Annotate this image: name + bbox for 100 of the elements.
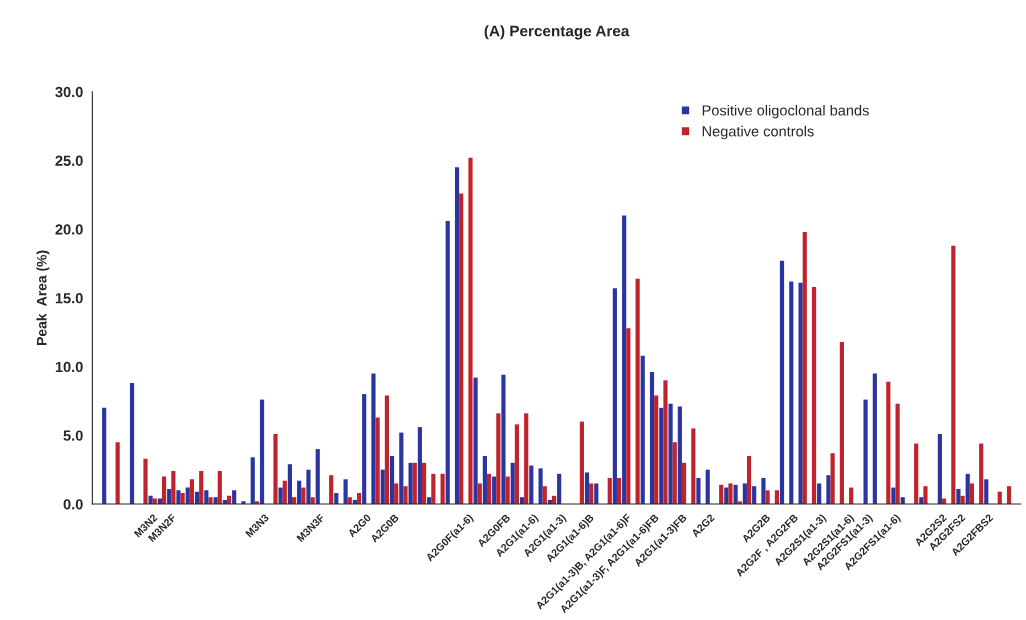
bar bbox=[965, 473, 970, 505]
bar bbox=[538, 468, 543, 505]
bar bbox=[635, 278, 640, 505]
bar bbox=[640, 355, 645, 505]
bar bbox=[589, 483, 594, 505]
bar bbox=[937, 433, 942, 505]
bar bbox=[895, 403, 900, 505]
bar bbox=[622, 215, 627, 505]
bar bbox=[208, 497, 213, 505]
bar bbox=[584, 472, 590, 505]
bar bbox=[482, 455, 487, 505]
y-tick-label: 0.0 bbox=[63, 499, 83, 510]
legend-label: Positive oligoclonal bands bbox=[702, 104, 869, 119]
bar bbox=[663, 380, 668, 505]
bar bbox=[914, 443, 919, 505]
bar bbox=[362, 394, 367, 505]
bar bbox=[176, 490, 181, 505]
bar bbox=[459, 193, 464, 505]
bar bbox=[774, 490, 779, 505]
bar bbox=[492, 476, 497, 505]
bar bbox=[297, 480, 302, 505]
bar bbox=[761, 477, 766, 505]
bar bbox=[375, 417, 380, 505]
bar bbox=[431, 473, 436, 505]
bar bbox=[802, 231, 807, 505]
bar bbox=[486, 473, 492, 505]
bar bbox=[189, 479, 195, 505]
bar bbox=[696, 477, 701, 505]
bar bbox=[421, 462, 427, 505]
bar bbox=[232, 490, 237, 505]
bar bbox=[389, 455, 395, 505]
bar bbox=[659, 407, 664, 505]
bar bbox=[199, 471, 204, 505]
bar bbox=[951, 245, 956, 505]
bar bbox=[440, 473, 445, 505]
bar bbox=[287, 464, 292, 505]
bar bbox=[129, 383, 135, 505]
bar bbox=[923, 486, 928, 505]
y-tick-label: 10.0 bbox=[55, 361, 83, 373]
bar bbox=[811, 286, 817, 505]
bar bbox=[315, 449, 320, 505]
bar bbox=[752, 486, 757, 505]
bar bbox=[394, 483, 399, 505]
bar bbox=[830, 453, 835, 505]
bar bbox=[273, 433, 278, 505]
bar bbox=[1006, 486, 1012, 505]
bar bbox=[529, 465, 534, 505]
bar bbox=[817, 483, 822, 505]
bar bbox=[765, 490, 770, 505]
bar bbox=[477, 483, 482, 505]
bar bbox=[217, 471, 222, 505]
bar bbox=[705, 469, 710, 505]
bar bbox=[473, 377, 478, 505]
chart-title: (A) Percentage Area bbox=[484, 25, 630, 40]
y-axis-title: Peak Area (%) bbox=[36, 250, 50, 345]
bar bbox=[403, 486, 408, 505]
bar bbox=[282, 480, 287, 505]
bar bbox=[984, 479, 989, 505]
bar bbox=[514, 424, 519, 505]
y-tick-label: 30.0 bbox=[55, 86, 83, 98]
bar bbox=[779, 260, 785, 505]
bar bbox=[524, 413, 529, 505]
bar bbox=[412, 462, 417, 505]
bar bbox=[863, 399, 868, 505]
bar bbox=[115, 442, 120, 505]
y-tick-label: 5.0 bbox=[63, 430, 83, 441]
bar bbox=[681, 462, 687, 505]
bar bbox=[501, 374, 506, 505]
bar bbox=[241, 501, 246, 505]
y-tick-label: 25.0 bbox=[55, 155, 83, 166]
bar bbox=[171, 471, 176, 505]
bar bbox=[626, 328, 631, 505]
bar bbox=[259, 399, 265, 505]
bar bbox=[468, 157, 473, 505]
bar bbox=[677, 406, 682, 505]
bar bbox=[886, 381, 891, 505]
bar bbox=[672, 442, 677, 505]
bar bbox=[789, 281, 794, 505]
bar bbox=[510, 462, 515, 505]
bar bbox=[399, 432, 404, 505]
bar bbox=[557, 473, 562, 505]
bar bbox=[719, 484, 724, 505]
bar bbox=[380, 469, 385, 505]
bar bbox=[384, 395, 390, 505]
bar bbox=[668, 403, 673, 505]
bar bbox=[979, 443, 984, 505]
bar bbox=[417, 427, 422, 505]
bar bbox=[746, 455, 752, 505]
bar bbox=[542, 486, 547, 505]
bar bbox=[839, 341, 844, 505]
bar bbox=[733, 484, 738, 505]
bar bbox=[579, 421, 584, 505]
bar bbox=[742, 483, 747, 505]
bar bbox=[204, 490, 209, 505]
bar bbox=[607, 477, 612, 505]
bar bbox=[250, 457, 255, 505]
bar bbox=[798, 282, 803, 505]
bar bbox=[454, 167, 460, 505]
bar bbox=[969, 483, 974, 505]
y-tick-label: 20.0 bbox=[55, 224, 83, 235]
